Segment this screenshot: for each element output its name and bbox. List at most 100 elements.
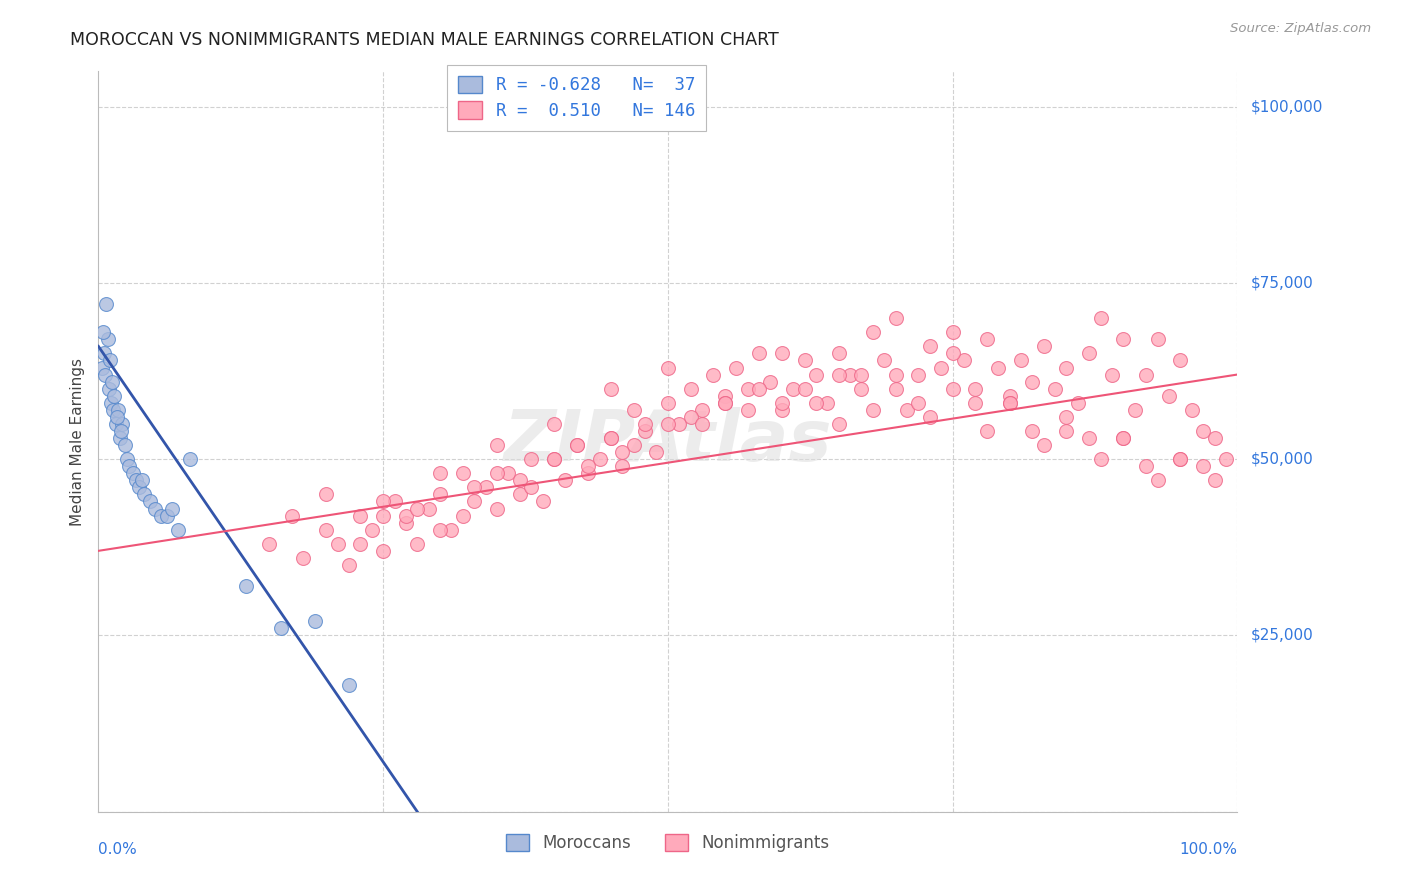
Point bbox=[179, 452, 201, 467]
Point bbox=[451, 467, 474, 481]
Point bbox=[1032, 438, 1054, 452]
Point bbox=[998, 396, 1021, 410]
Point bbox=[104, 417, 127, 431]
Point bbox=[418, 501, 440, 516]
Point bbox=[976, 332, 998, 346]
Point bbox=[235, 579, 257, 593]
Point bbox=[281, 508, 304, 523]
Point bbox=[657, 417, 679, 431]
Point bbox=[690, 402, 713, 417]
Text: $50,000: $50,000 bbox=[1251, 451, 1315, 467]
Text: $75,000: $75,000 bbox=[1251, 276, 1315, 291]
Point bbox=[828, 346, 851, 360]
Point bbox=[679, 409, 702, 424]
Point bbox=[292, 550, 315, 565]
Point bbox=[270, 621, 292, 635]
Point bbox=[976, 424, 998, 438]
Point bbox=[1123, 402, 1146, 417]
Point bbox=[737, 402, 759, 417]
Point bbox=[162, 501, 184, 516]
Point bbox=[1146, 332, 1168, 346]
Point bbox=[748, 346, 770, 360]
Point bbox=[804, 368, 827, 382]
Point bbox=[1192, 424, 1215, 438]
Point bbox=[337, 558, 360, 572]
Point bbox=[1204, 431, 1226, 445]
Point bbox=[623, 402, 645, 417]
Point bbox=[1170, 353, 1192, 368]
Point bbox=[907, 396, 929, 410]
Point bbox=[998, 389, 1021, 403]
Point bbox=[406, 537, 429, 551]
Point bbox=[115, 452, 138, 467]
Point bbox=[1056, 424, 1078, 438]
Point bbox=[105, 409, 128, 424]
Point bbox=[942, 325, 965, 339]
Text: MOROCCAN VS NONIMMIGRANTS MEDIAN MALE EARNINGS CORRELATION CHART: MOROCCAN VS NONIMMIGRANTS MEDIAN MALE EA… bbox=[70, 31, 779, 49]
Point bbox=[1043, 382, 1066, 396]
Point bbox=[1021, 375, 1043, 389]
Point bbox=[167, 523, 190, 537]
Point bbox=[1135, 368, 1157, 382]
Point bbox=[103, 389, 125, 403]
Point bbox=[657, 360, 679, 375]
Point bbox=[371, 508, 394, 523]
Point bbox=[565, 438, 588, 452]
Point bbox=[1192, 459, 1215, 474]
Point bbox=[543, 452, 565, 467]
Point bbox=[612, 459, 634, 474]
Point bbox=[110, 424, 132, 438]
Point bbox=[1204, 473, 1226, 487]
Point bbox=[1112, 431, 1135, 445]
Point bbox=[714, 396, 737, 410]
Point bbox=[486, 467, 509, 481]
Text: ZIPAtlas: ZIPAtlas bbox=[503, 407, 832, 476]
Point bbox=[804, 396, 827, 410]
Point bbox=[1135, 459, 1157, 474]
Point bbox=[600, 382, 623, 396]
Point bbox=[1090, 311, 1112, 326]
Point bbox=[145, 501, 167, 516]
Point bbox=[645, 445, 668, 459]
Point bbox=[942, 346, 965, 360]
Point bbox=[101, 375, 124, 389]
Point bbox=[862, 325, 884, 339]
Point bbox=[1078, 431, 1101, 445]
Point bbox=[612, 445, 634, 459]
Point bbox=[828, 417, 851, 431]
Point bbox=[1181, 402, 1204, 417]
Point bbox=[107, 402, 129, 417]
Point bbox=[1146, 473, 1168, 487]
Point bbox=[395, 516, 418, 530]
Point bbox=[668, 417, 690, 431]
Point bbox=[118, 459, 141, 474]
Point bbox=[395, 508, 418, 523]
Point bbox=[121, 467, 143, 481]
Point bbox=[509, 487, 531, 501]
Point bbox=[554, 473, 576, 487]
Point bbox=[600, 431, 623, 445]
Point bbox=[97, 382, 120, 396]
Point bbox=[1101, 368, 1123, 382]
Point bbox=[349, 508, 371, 523]
Point bbox=[371, 544, 394, 558]
Point bbox=[623, 438, 645, 452]
Point bbox=[326, 537, 349, 551]
Point bbox=[793, 353, 815, 368]
Point bbox=[965, 396, 987, 410]
Point bbox=[259, 537, 281, 551]
Point bbox=[337, 678, 360, 692]
Point bbox=[576, 467, 599, 481]
Point bbox=[873, 353, 896, 368]
Point bbox=[634, 424, 657, 438]
Point bbox=[770, 346, 793, 360]
Point bbox=[884, 368, 907, 382]
Point bbox=[100, 396, 122, 410]
Point bbox=[91, 325, 114, 339]
Point bbox=[486, 501, 509, 516]
Point bbox=[828, 368, 851, 382]
Point bbox=[315, 487, 337, 501]
Point bbox=[406, 501, 429, 516]
Point bbox=[884, 311, 907, 326]
Point bbox=[862, 402, 884, 417]
